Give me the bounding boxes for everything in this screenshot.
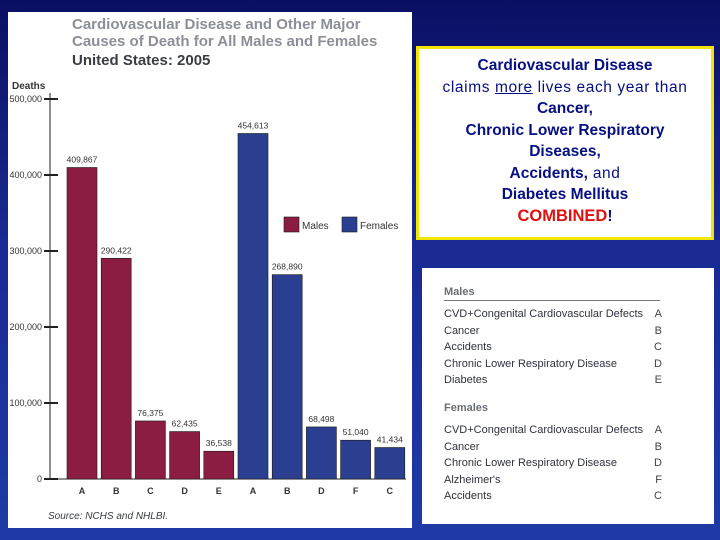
callout-line-2-pre: claims [442, 78, 495, 96]
callout-line-2: claims more lives each year than [419, 77, 711, 99]
x-category-label: E [216, 486, 222, 496]
callout-line-8: COMBINED! [419, 206, 711, 228]
legend-swatch [283, 216, 300, 233]
legend-label: Females [360, 221, 398, 232]
x-category-label: C [147, 486, 154, 496]
females-heading: Females [444, 402, 489, 414]
callout-combined: COMBINED [517, 206, 608, 225]
key-row-code: A [654, 308, 662, 320]
legend-swatch [341, 216, 358, 233]
key-row: CVD+Congenital Cardiovascular Defects A [444, 306, 662, 322]
key-row-label: CVD+Congenital Cardiovascular Defects [444, 424, 644, 436]
key-row-code: C [654, 490, 662, 502]
bar [374, 447, 406, 480]
key-row-code: D [654, 457, 662, 469]
bar-value-label: 76,375 [137, 408, 163, 418]
y-tick-label: 300,000 [9, 246, 42, 256]
bar [100, 257, 132, 480]
bar-value-label: 68,498 [308, 414, 334, 424]
x-category-label: A [250, 486, 257, 496]
key-row-code: B [654, 440, 662, 453]
key-row-label: Accidents [444, 490, 492, 502]
key-row-label: CVD+Congenital Cardiovascular Defects [444, 308, 644, 320]
key-row-label: Chronic Lower Respiratory Disease [444, 357, 618, 370]
y-tick-label: 100,000 [9, 398, 42, 408]
callout-line-2-post: lives each year than [532, 78, 688, 96]
y-tick-label: 500,000 [9, 94, 42, 104]
key-row: CVD+Congenital Cardiovascular Defects A [444, 422, 662, 438]
chart-panel: Cardiovascular Disease and Other Major C… [8, 12, 412, 528]
callout-line-6: Accidents, and [419, 163, 711, 185]
bar [237, 133, 269, 480]
key-panel: Males CVD+Congenital Cardiovascular Defe… [422, 268, 714, 524]
key-row: Accidents C [444, 488, 662, 504]
bar-value-label: 409,867 [67, 155, 98, 165]
key-row: Alzheimer's F [444, 472, 662, 488]
key-row: Cancer B [444, 323, 662, 339]
chart-title-line-1: Cardiovascular Disease and Other Major [72, 16, 361, 33]
bar-value-label: 62,435 [172, 419, 198, 429]
males-rule [444, 300, 660, 301]
key-row-label: Chronic Lower Respiratory Disease [444, 457, 618, 469]
bar-chart: Deaths 0 100,000 200,000 300,000 400,000 500,0… [9, 81, 406, 496]
key-row-label: Alzheimer's [444, 473, 501, 486]
key-row: Chronic Lower Respiratory Disease D [444, 356, 662, 372]
callout-line-4: Chronic Lower Respiratory [465, 121, 665, 139]
chart-title-line-3: United States: 2005 [72, 52, 211, 69]
key-row-code: B [654, 324, 662, 337]
key-row-code: E [654, 374, 662, 386]
callout-line-5: Diseases, [529, 143, 601, 160]
x-category-label: D [181, 486, 188, 496]
bar-value-label: 41,434 [377, 435, 403, 445]
callout-line-1: Cardiovascular Disease [477, 57, 653, 74]
bar-value-label: 454,613 [238, 120, 269, 130]
x-category-label: A [79, 486, 86, 496]
key-row-code: F [655, 473, 662, 486]
source-note: Source: NCHS and NHLBI. [48, 511, 169, 522]
callout-line-3: Cancer, [536, 100, 593, 117]
key-row-label: Accidents [444, 341, 492, 353]
x-category-label: B [284, 486, 291, 496]
callout-exclamation: ! [607, 207, 613, 225]
x-category-label: B [113, 486, 120, 496]
x-category-label: D [318, 486, 325, 496]
key-row: Chronic Lower Respiratory Disease D [444, 455, 662, 471]
bar [203, 450, 235, 480]
bar [306, 426, 337, 480]
chart-title: Cardiovascular Disease and Other Major C… [72, 16, 402, 69]
key-row-code: C [654, 341, 662, 353]
y-tick-label: 0 [37, 474, 42, 484]
key-row-label: Cancer [444, 440, 480, 453]
x-category-label: C [387, 486, 394, 496]
callout-line-6-a: Accidents, [509, 164, 588, 182]
key-row: Accidents C [444, 339, 662, 355]
callout-line-7: Diabetes Mellitus [501, 186, 629, 203]
y-tick-label: 400,000 [9, 170, 42, 180]
bar [66, 167, 98, 480]
key-row-code: D [654, 357, 662, 370]
bar [340, 439, 371, 480]
y-tick-label: 200,000 [9, 322, 42, 332]
bar [271, 274, 303, 480]
y-axis-label: Deaths [12, 81, 46, 92]
chart-title-line-2: Causes of Death for All Males and Female… [72, 33, 378, 50]
key-row-code: A [654, 424, 662, 436]
callout-line-6-b: and [587, 164, 621, 182]
key-row-label: Cancer [444, 324, 480, 337]
bar [169, 431, 200, 480]
callout-box: Cardiovascular Disease claims more lives… [416, 46, 714, 240]
key-row: Cancer B [444, 439, 662, 455]
bar-value-label: 268,890 [272, 262, 303, 272]
x-category-label: F [353, 486, 359, 496]
key-row-label: Diabetes [444, 374, 488, 386]
legend-label: Males [302, 221, 329, 232]
key-row: Diabetes E [444, 372, 662, 388]
bar-value-label: 51,040 [343, 427, 369, 437]
bar [135, 420, 166, 480]
callout-more-underlined: more [494, 78, 533, 96]
males-heading: Males [444, 286, 475, 298]
bar-value-label: 36,538 [206, 438, 232, 448]
bar-value-label: 290,422 [101, 245, 132, 255]
